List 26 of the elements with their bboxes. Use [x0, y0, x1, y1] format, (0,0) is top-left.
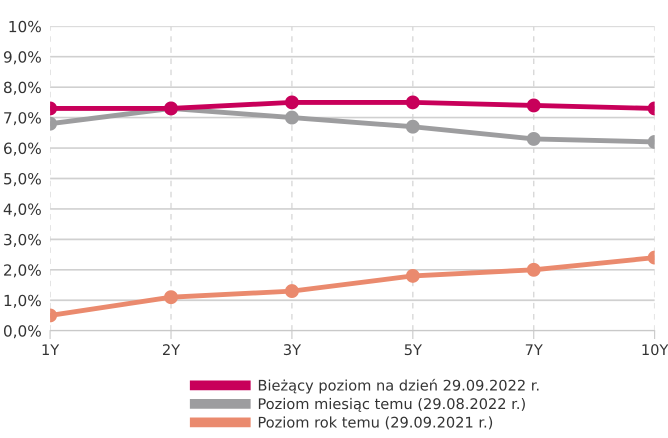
y-tick-label: 3,0%	[4, 234, 41, 247]
legend-label: Bieżący poziom na dzień 29.09.2022 r.	[258, 378, 538, 394]
point	[406, 95, 420, 110]
x-tick-label: 2Y	[162, 344, 180, 355]
x-tick-label: 3Y	[284, 344, 302, 356]
x-tick-label: 1Y	[42, 344, 60, 355]
x-tick-label: 5Y	[404, 344, 422, 356]
x-tick-label: 7Y	[526, 344, 543, 355]
x-tick-label: 10Y	[642, 344, 668, 356]
y-tick-label: 6,0%	[4, 142, 41, 156]
y-tick-label: 8,0%	[4, 82, 41, 95]
y-tick-label: 5,0%	[4, 172, 41, 186]
point	[406, 268, 420, 283]
y-tick-label: 0,0%	[4, 325, 41, 338]
point	[284, 284, 299, 298]
legend-label: Poziom miesiąc temu (29.08.2022 r.)	[258, 398, 525, 412]
point	[406, 120, 420, 134]
point	[284, 95, 299, 110]
y-tick-label: 4,0%	[4, 203, 41, 217]
y-tick-label: 2,0%	[4, 264, 41, 278]
y-tick-label: 9,0%	[4, 51, 41, 64]
y-tick-label: 7,0%	[4, 112, 41, 126]
y-tick-label: 10%	[9, 20, 41, 32]
legend-label: Poziom rok temu (29.09.2021 r.)	[258, 416, 492, 430]
point	[284, 110, 299, 125]
y-tick-label: 1,0%	[4, 294, 41, 308]
